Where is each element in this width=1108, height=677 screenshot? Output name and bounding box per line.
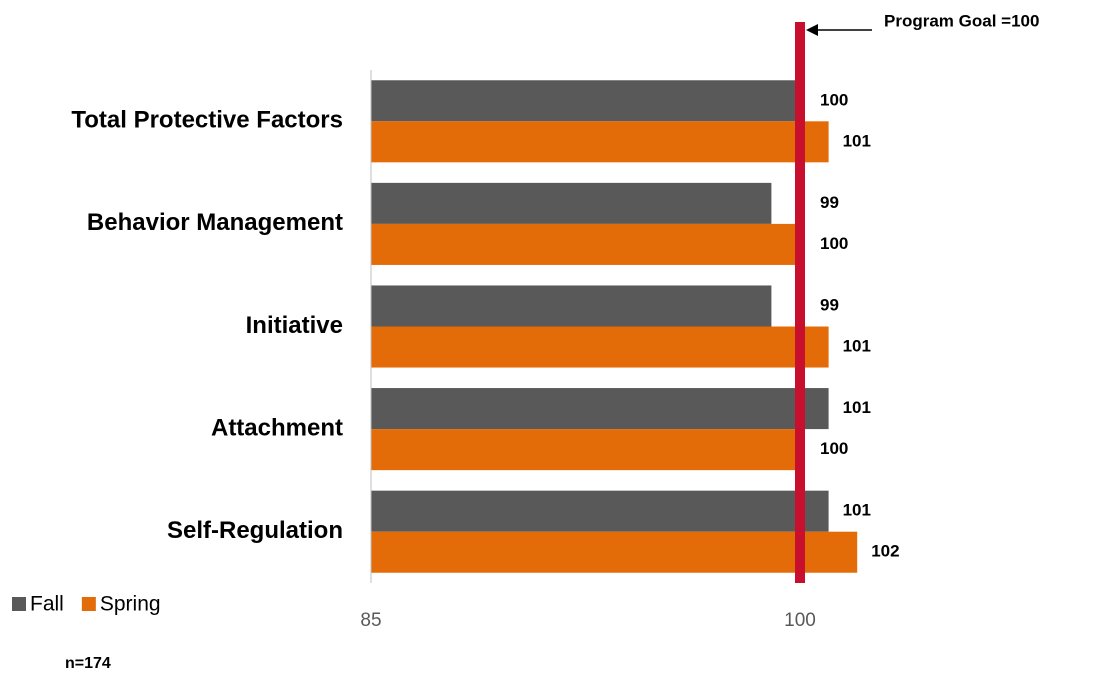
bar xyxy=(371,388,829,430)
bar xyxy=(371,121,829,163)
x-tick-label: 85 xyxy=(360,610,381,631)
category-label: Total Protective Factors xyxy=(71,107,343,134)
bar xyxy=(371,326,829,368)
goal-label: Program Goal =100 xyxy=(884,11,1039,30)
bar xyxy=(371,182,772,224)
category-label: Self-Regulation xyxy=(167,517,343,544)
value-label: 101 xyxy=(843,398,871,417)
bar xyxy=(371,223,800,265)
value-label: 100 xyxy=(820,439,848,458)
x-tick-label: 100 xyxy=(784,610,816,631)
legend-label: Fall xyxy=(30,593,64,616)
category-label: Behavior Management xyxy=(87,209,343,236)
legend-swatch xyxy=(81,597,96,611)
value-label: 101 xyxy=(843,337,871,356)
value-label: 99 xyxy=(820,193,839,212)
category-label: Initiative xyxy=(246,312,343,339)
goal-arrowhead xyxy=(806,24,818,36)
value-label: 101 xyxy=(843,131,871,150)
bar xyxy=(371,80,800,122)
sample-note: n=174 xyxy=(65,655,111,672)
bar xyxy=(371,531,858,573)
bar xyxy=(371,490,829,532)
value-label: 100 xyxy=(820,90,848,109)
value-label: 101 xyxy=(843,501,871,520)
legend-swatch xyxy=(12,597,26,611)
value-label: 100 xyxy=(820,234,848,253)
category-label: Attachment xyxy=(211,414,343,441)
legend-label: Spring xyxy=(100,593,161,616)
bar xyxy=(371,429,800,471)
bar xyxy=(371,285,772,327)
value-label: 99 xyxy=(820,295,839,314)
value-label: 102 xyxy=(871,542,899,561)
